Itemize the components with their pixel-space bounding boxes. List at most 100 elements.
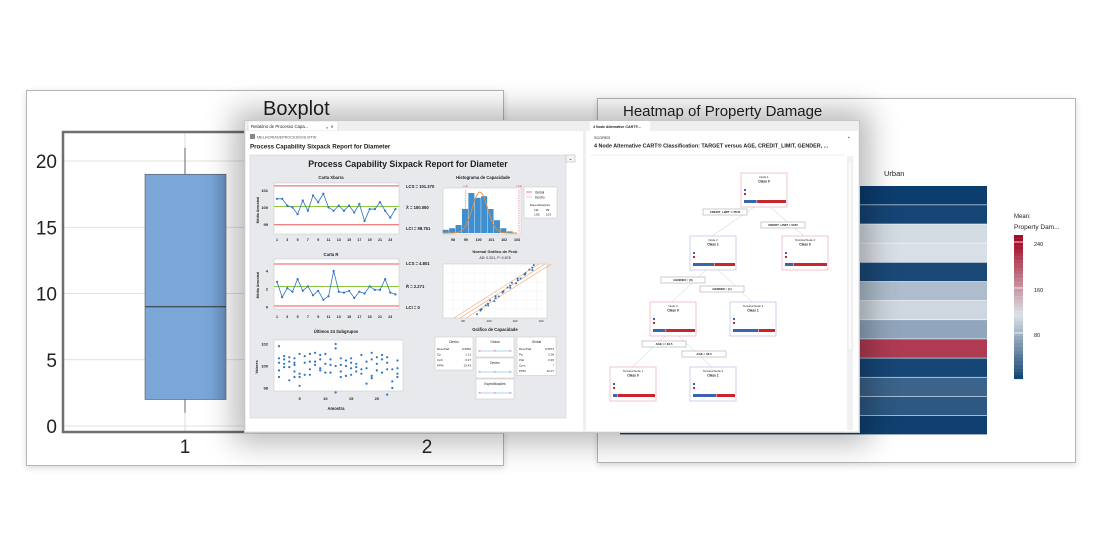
scrollbar-thumb[interactable] (847, 159, 853, 351)
legend-title: Property Dam... (1014, 224, 1060, 231)
data-point (489, 299, 492, 302)
data-point (396, 375, 399, 379)
data-point (480, 308, 483, 311)
node-name: Node 2 (708, 238, 717, 242)
stat-label: Cpm (519, 364, 526, 368)
legend-swatch (1014, 249, 1023, 254)
node-name: Node 3 (668, 304, 677, 308)
data-point (334, 347, 337, 350)
data-point (386, 361, 389, 364)
series-line (277, 192, 396, 223)
class-1-swatch (785, 252, 787, 254)
data-point (484, 304, 487, 307)
histogram-bar (506, 231, 513, 233)
plus-marker: + (479, 349, 482, 354)
x-tick-label: 7 (307, 238, 309, 242)
close-icon[interactable]: ⌄ × (325, 125, 334, 131)
stat-label: DesvPad (519, 347, 532, 351)
data-point (368, 207, 371, 211)
stat-value: 0.37 (465, 358, 471, 362)
y-tick-label: 0 (46, 417, 57, 438)
data-point (380, 371, 384, 374)
legend-swatch (1014, 253, 1023, 257)
data-point (324, 371, 327, 374)
class-1-bar (693, 263, 714, 266)
data-point (277, 357, 281, 360)
minitab-app-window[interactable]: Relatório de Processo Capa... ⌄ × 4 Node A… (244, 120, 860, 433)
tab-label[interactable]: Relatório de Processo Capa... (251, 124, 308, 129)
stats-table (434, 336, 474, 371)
data-point (319, 367, 322, 370)
data-point (486, 302, 489, 305)
histogram-bar (442, 229, 449, 233)
stats-table (516, 336, 557, 376)
data-point (519, 277, 522, 280)
stat-value: 12.07 (546, 369, 554, 373)
stat-label: Ppk (519, 358, 525, 362)
column-label: Urban (884, 169, 904, 178)
chart-title: Últimos 24 Subgrupos (314, 329, 359, 334)
chevron-down-icon[interactable]: ⌄ (568, 156, 572, 162)
data-point (339, 370, 342, 373)
x-tick-label: 13 (337, 238, 341, 242)
data-point (308, 368, 311, 371)
data-point (281, 296, 284, 299)
stat-value: 1.11 (465, 353, 471, 357)
split-label: GENDER = (1) (712, 287, 731, 291)
legend-swatch (1014, 267, 1023, 272)
class-0-bar (757, 200, 786, 203)
legend-swatch (1014, 242, 1023, 246)
data-point (329, 363, 332, 366)
stat-value: * (553, 364, 555, 368)
x-tick-label: 104 (538, 319, 543, 323)
split-label-box (699, 285, 745, 293)
x-tick-label: 5 (297, 315, 299, 319)
tab-cart-report[interactable] (590, 121, 650, 131)
histogram-bar (487, 209, 494, 233)
data-point (275, 280, 279, 283)
interval-label: Global (490, 340, 500, 344)
data-point (319, 353, 322, 357)
y-tick-label: 100 (261, 205, 268, 210)
stat-label: Pp (519, 353, 523, 357)
chart-title: Histograma de Capacidade (456, 175, 510, 180)
data-point (308, 352, 311, 355)
data-point (360, 353, 363, 357)
pin-icon[interactable]: ▪ (848, 135, 850, 141)
data-point (293, 370, 296, 373)
data-point (344, 374, 348, 377)
class-0-swatch (693, 387, 695, 389)
data-point (375, 356, 378, 359)
tab-label[interactable]: 4 Node Alternative CART®... (593, 125, 641, 129)
y-tick-label: 0 (266, 305, 269, 310)
stat-label: Cp (437, 353, 441, 357)
chart-title: Carta Xbarra (318, 175, 344, 180)
spec-value: 99 (546, 208, 550, 212)
legend-swatch (1014, 350, 1023, 354)
data-point (396, 359, 399, 362)
expand-button[interactable] (565, 154, 576, 163)
histogram-bar (481, 196, 488, 233)
data-point (353, 296, 356, 300)
x-tick-label: 17 (357, 315, 361, 319)
data-point (532, 264, 535, 267)
data-point (494, 295, 497, 298)
class-0-swatch (613, 387, 615, 389)
usl-tag: LSE (516, 184, 522, 188)
legend-swatch (1014, 299, 1023, 304)
table-title: Global (532, 340, 542, 344)
x-tick-label: 98 (461, 319, 465, 323)
data-point (516, 279, 519, 282)
data-point (391, 380, 394, 383)
spec-value: 103 (546, 213, 551, 217)
x-tick-label: 1 (180, 437, 191, 458)
x-tick-label: 23 (388, 238, 392, 242)
node-name: Terminal Node 4 (795, 238, 816, 242)
plus-marker: + (509, 370, 512, 375)
data-point (288, 356, 291, 359)
x-tick-label: 19 (368, 238, 372, 242)
y-tick-label: 5 (46, 351, 57, 372)
x-tick-label: 21 (378, 315, 382, 319)
data-point (298, 375, 301, 379)
data-point (291, 206, 294, 209)
